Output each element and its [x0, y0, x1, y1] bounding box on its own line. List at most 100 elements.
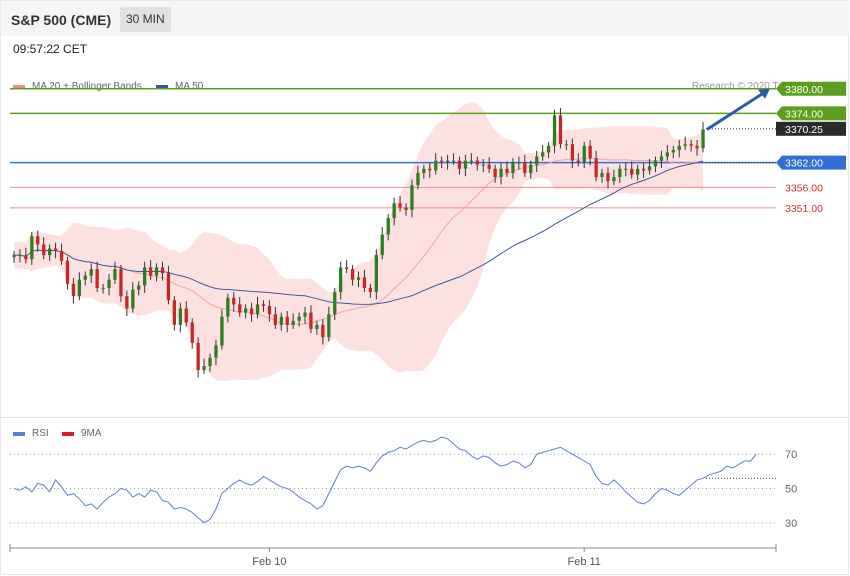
candle-body — [131, 289, 135, 309]
level-tag-3374.00 — [776, 106, 846, 121]
candle-body — [695, 145, 699, 149]
candle-body — [18, 255, 22, 257]
candle-body — [535, 156, 539, 165]
level-label-3380.00: 3380.00 — [785, 84, 823, 96]
candle-body — [214, 345, 218, 358]
bollinger-band — [14, 102, 703, 382]
level-label-3356.00: 3356.00 — [785, 182, 823, 194]
rsi-swatch — [13, 431, 25, 436]
candle-body — [428, 168, 432, 171]
candle-body — [267, 306, 272, 315]
rsi-line — [13, 436, 757, 524]
candle-body — [42, 244, 46, 256]
legend-ma50: MA 50 — [156, 81, 203, 92]
forecast-arrow — [706, 91, 765, 131]
candle-body — [552, 115, 557, 146]
candle-body — [446, 160, 450, 163]
candle-body — [529, 164, 533, 173]
candle-body — [303, 312, 307, 317]
candle-body — [440, 160, 444, 163]
candle-body — [606, 172, 610, 182]
candle-body — [630, 168, 634, 175]
candle-body — [386, 218, 390, 235]
candle-body — [327, 314, 331, 338]
candle-body — [255, 304, 260, 315]
candle-body — [457, 160, 462, 169]
legend-rsi: RSI — [13, 428, 49, 439]
candle-body — [53, 248, 58, 251]
level-label-3374.00: 3374.00 — [785, 108, 823, 120]
rsi-tick-label: 70 — [785, 449, 797, 461]
candle-body — [564, 144, 569, 146]
candle-body — [582, 145, 586, 163]
candle-body — [356, 277, 361, 280]
candle-body — [273, 314, 277, 325]
candle-body — [220, 316, 224, 346]
candle-body — [374, 255, 378, 293]
9ma-swatch — [62, 431, 74, 436]
legend-bollinger: MA 20 + Bollinger Bands — [13, 81, 142, 92]
candle-body — [309, 312, 313, 329]
candle-body — [392, 203, 396, 219]
candle-body — [178, 308, 182, 325]
rsi-tick-label: 50 — [785, 484, 797, 496]
candle-body — [244, 308, 248, 313]
candle-body — [659, 156, 664, 161]
candle-body — [101, 287, 105, 289]
candle-body — [523, 162, 527, 173]
candle-body — [511, 162, 515, 173]
candle-body — [65, 260, 70, 284]
candle-body — [701, 129, 705, 149]
candle-body — [149, 267, 153, 276]
candle-body — [653, 160, 658, 167]
candle-body — [172, 300, 176, 325]
candle-body — [416, 172, 420, 186]
candle-body — [398, 203, 402, 208]
candle-body — [505, 168, 509, 173]
candle-body — [493, 168, 497, 177]
candle-body — [297, 316, 301, 321]
timeframe-badge[interactable]: 30 MIN — [120, 7, 171, 32]
candle-body — [232, 297, 236, 305]
ma50-swatch — [156, 84, 168, 89]
candle-body — [119, 269, 123, 297]
ma50-line — [14, 160, 704, 305]
candle-body — [107, 279, 111, 288]
candle-body — [677, 145, 681, 150]
candle-body — [422, 168, 426, 173]
timestamp: 09:57:22 CET — [13, 42, 88, 56]
candle-body — [647, 166, 652, 171]
candle-body — [475, 160, 479, 165]
candle-body — [463, 160, 468, 169]
chart-header: S&P 500 (CME) 30 MIN — [1, 1, 849, 36]
candle-body — [499, 168, 503, 177]
candle-body — [77, 279, 81, 297]
candle-body — [434, 160, 438, 171]
bollinger-swatch — [13, 84, 25, 89]
candle-body — [279, 316, 283, 325]
candle-body — [546, 145, 551, 153]
level-label-3351.00: 3351.00 — [785, 203, 823, 215]
candle-body — [451, 160, 456, 162]
level-tag-3380.00 — [776, 81, 846, 96]
candle-body — [517, 162, 521, 164]
candle-body — [30, 236, 34, 260]
candle-body — [321, 324, 325, 338]
candle-body — [362, 277, 367, 288]
candle-body — [226, 297, 230, 317]
candle-body — [184, 308, 188, 323]
candle-body — [315, 324, 319, 329]
candle-body — [196, 343, 200, 371]
rsi-tick-label: 30 — [785, 518, 797, 530]
candle-body — [89, 269, 93, 276]
candle-body — [588, 145, 592, 159]
candle-body — [541, 152, 545, 157]
candle-body — [624, 168, 628, 170]
candle-body — [154, 267, 159, 276]
candle-body — [291, 320, 295, 325]
candle-body — [618, 168, 622, 177]
candle-body — [350, 269, 355, 280]
candle-body — [166, 273, 171, 301]
candle-body — [671, 149, 675, 153]
candle-body — [24, 255, 28, 260]
